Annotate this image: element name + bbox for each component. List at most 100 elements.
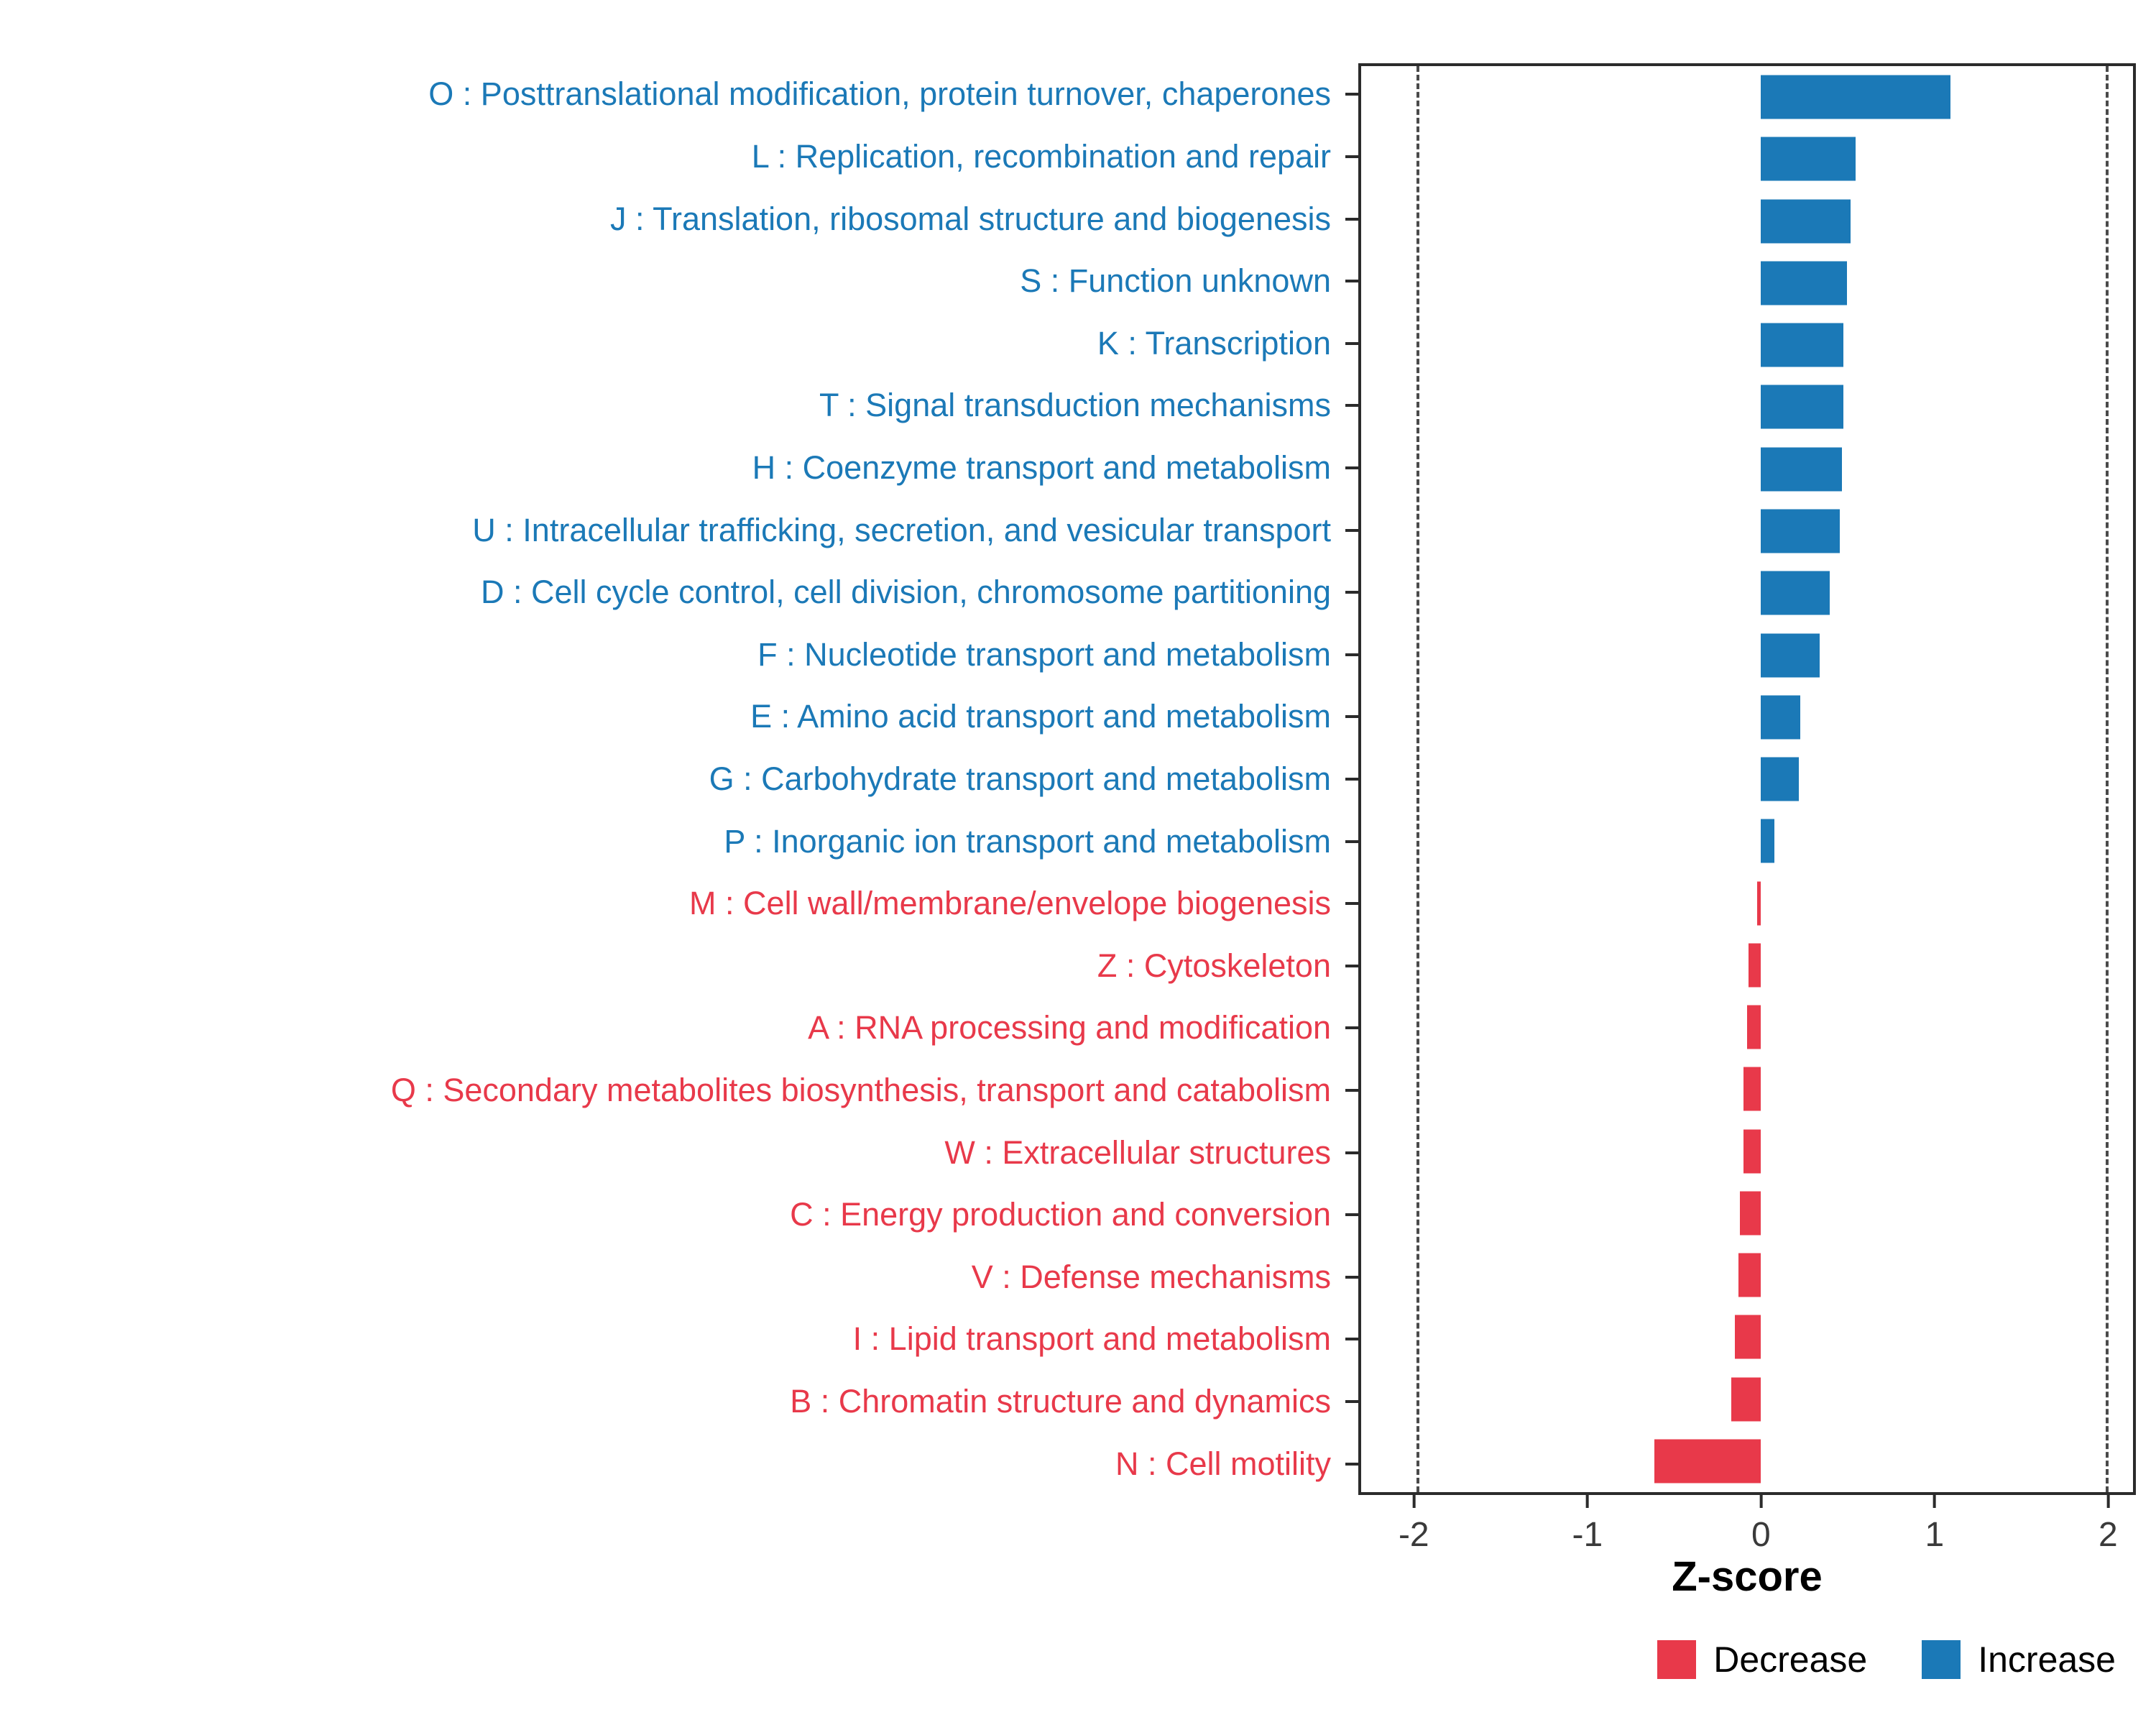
y-axis-tick bbox=[1345, 715, 1358, 719]
bar bbox=[1749, 943, 1761, 988]
category-label: S : Function unknown bbox=[1020, 262, 1331, 300]
x-axis-tick-label: -2 bbox=[1398, 1516, 1429, 1554]
bar-row bbox=[1361, 996, 2133, 1058]
category-label-row: U : Intracellular trafficking, secretion… bbox=[0, 499, 1358, 561]
y-axis-tick bbox=[1345, 1275, 1358, 1279]
bar bbox=[1740, 1191, 1761, 1236]
category-label-row: G : Carbohydrate transport and metabolis… bbox=[0, 748, 1358, 811]
category-label: B : Chromatin structure and dynamics bbox=[790, 1383, 1331, 1420]
category-label-row: W : Extracellular structures bbox=[0, 1121, 1358, 1184]
bar bbox=[1761, 695, 1801, 740]
bar-row bbox=[1361, 1306, 2133, 1368]
x-axis-tick-mark bbox=[2106, 1495, 2110, 1508]
y-axis-tick bbox=[1345, 1338, 1358, 1341]
bar bbox=[1731, 1377, 1761, 1422]
bar-row bbox=[1361, 686, 2133, 748]
category-label: F : Nucleotide transport and metabolism bbox=[757, 635, 1331, 673]
bar bbox=[1761, 757, 1799, 801]
category-label-row: S : Function unknown bbox=[0, 250, 1358, 313]
category-label: E : Amino acid transport and metabolism bbox=[750, 698, 1331, 735]
bar-row bbox=[1361, 1430, 2133, 1492]
category-label: G : Carbohydrate transport and metabolis… bbox=[709, 760, 1331, 797]
y-axis-tick bbox=[1345, 1151, 1358, 1154]
x-axis-tick-mark bbox=[1412, 1495, 1416, 1508]
x-axis-tick-label: 1 bbox=[1925, 1516, 1945, 1554]
category-label-row: E : Amino acid transport and metabolism bbox=[0, 686, 1358, 748]
bar bbox=[1743, 1067, 1761, 1111]
bar bbox=[1738, 1253, 1761, 1297]
y-axis-tick bbox=[1345, 155, 1358, 158]
category-label-row: T : Signal transduction mechanisms bbox=[0, 374, 1358, 437]
y-axis-tick bbox=[1345, 404, 1358, 408]
category-label: T : Signal transduction mechanisms bbox=[819, 387, 1331, 424]
y-axis-tick bbox=[1345, 528, 1358, 532]
category-label: H : Coenzyme transport and metabolism bbox=[752, 448, 1331, 486]
category-label: Z : Cytoskeleton bbox=[1097, 947, 1331, 984]
x-axis-tick-mark bbox=[1759, 1495, 1763, 1508]
y-axis-tick bbox=[1345, 902, 1358, 906]
bar bbox=[1761, 385, 1844, 429]
bar bbox=[1747, 1005, 1761, 1049]
category-label: W : Extracellular structures bbox=[944, 1133, 1331, 1171]
bar-row bbox=[1361, 252, 2133, 314]
category-label-row: Z : Cytoskeleton bbox=[0, 935, 1358, 998]
bar bbox=[1761, 75, 1950, 119]
y-axis-tick bbox=[1345, 1089, 1358, 1092]
bar-row bbox=[1361, 66, 2133, 128]
category-label-row: K : Transcription bbox=[0, 312, 1358, 374]
y-axis-tick bbox=[1345, 1462, 1358, 1466]
bar-row bbox=[1361, 624, 2133, 686]
bar bbox=[1743, 1129, 1761, 1174]
category-label: V : Defense mechanisms bbox=[971, 1258, 1331, 1295]
category-label-row: B : Chromatin structure and dynamics bbox=[0, 1371, 1358, 1433]
y-axis-tick bbox=[1345, 964, 1358, 967]
x-axis-tick: 2 bbox=[2099, 1495, 2118, 1555]
legend-label: Increase bbox=[1978, 1639, 2116, 1680]
legend-item-increase: Increase bbox=[1922, 1639, 2116, 1680]
category-label-row: V : Defense mechanisms bbox=[0, 1246, 1358, 1309]
bar-row bbox=[1361, 934, 2133, 996]
y-axis-tick bbox=[1345, 1213, 1358, 1217]
x-axis-title: Z-score bbox=[1672, 1553, 1823, 1600]
y-axis-tick bbox=[1345, 341, 1358, 345]
bar bbox=[1761, 261, 1848, 305]
category-label: O : Posttranslational modification, prot… bbox=[428, 75, 1331, 113]
y-axis-labels: O : Posttranslational modification, prot… bbox=[0, 63, 1358, 1495]
x-axis-tick: 1 bbox=[1925, 1495, 1944, 1555]
category-label-row: O : Posttranslational modification, prot… bbox=[0, 63, 1358, 126]
y-axis-tick bbox=[1345, 1026, 1358, 1030]
y-axis-tick bbox=[1345, 280, 1358, 283]
y-axis-tick bbox=[1345, 217, 1358, 221]
bar bbox=[1761, 199, 1851, 244]
category-label-row: C : Energy production and conversion bbox=[0, 1184, 1358, 1246]
category-label-row: I : Lipid transport and metabolism bbox=[0, 1308, 1358, 1371]
bar bbox=[1761, 819, 1775, 863]
category-label-row: F : Nucleotide transport and metabolism bbox=[0, 623, 1358, 686]
category-label-row: H : Coenzyme transport and metabolism bbox=[0, 437, 1358, 500]
legend-swatch bbox=[1922, 1640, 1961, 1679]
y-axis-tick bbox=[1345, 466, 1358, 469]
bar-row bbox=[1361, 1182, 2133, 1244]
bar-rows bbox=[1361, 66, 2133, 1492]
y-axis-tick bbox=[1345, 653, 1358, 656]
x-axis-tick: -2 bbox=[1399, 1495, 1429, 1555]
legend-item-decrease: Decrease bbox=[1657, 1639, 1867, 1680]
category-label: P : Inorganic ion transport and metaboli… bbox=[724, 822, 1331, 860]
category-label: D : Cell cycle control, cell division, c… bbox=[481, 574, 1331, 611]
bar-row bbox=[1361, 872, 2133, 934]
category-label-row: A : RNA processing and modification bbox=[0, 997, 1358, 1059]
x-axis-tick-label: 0 bbox=[1751, 1516, 1771, 1554]
category-label-row: M : Cell wall/membrane/envelope biogenes… bbox=[0, 873, 1358, 935]
plot-panel bbox=[1358, 63, 2136, 1495]
bar-row bbox=[1361, 314, 2133, 376]
bar-row bbox=[1361, 810, 2133, 872]
category-label-row: L : Replication, recombination and repai… bbox=[0, 126, 1358, 188]
bar-row bbox=[1361, 438, 2133, 500]
bar bbox=[1761, 323, 1844, 367]
x-axis-tick-mark bbox=[1932, 1495, 1936, 1508]
bar-row bbox=[1361, 1058, 2133, 1120]
bar-row bbox=[1361, 562, 2133, 624]
category-label: M : Cell wall/membrane/envelope biogenes… bbox=[689, 885, 1331, 922]
reference-line bbox=[1416, 66, 1419, 1492]
